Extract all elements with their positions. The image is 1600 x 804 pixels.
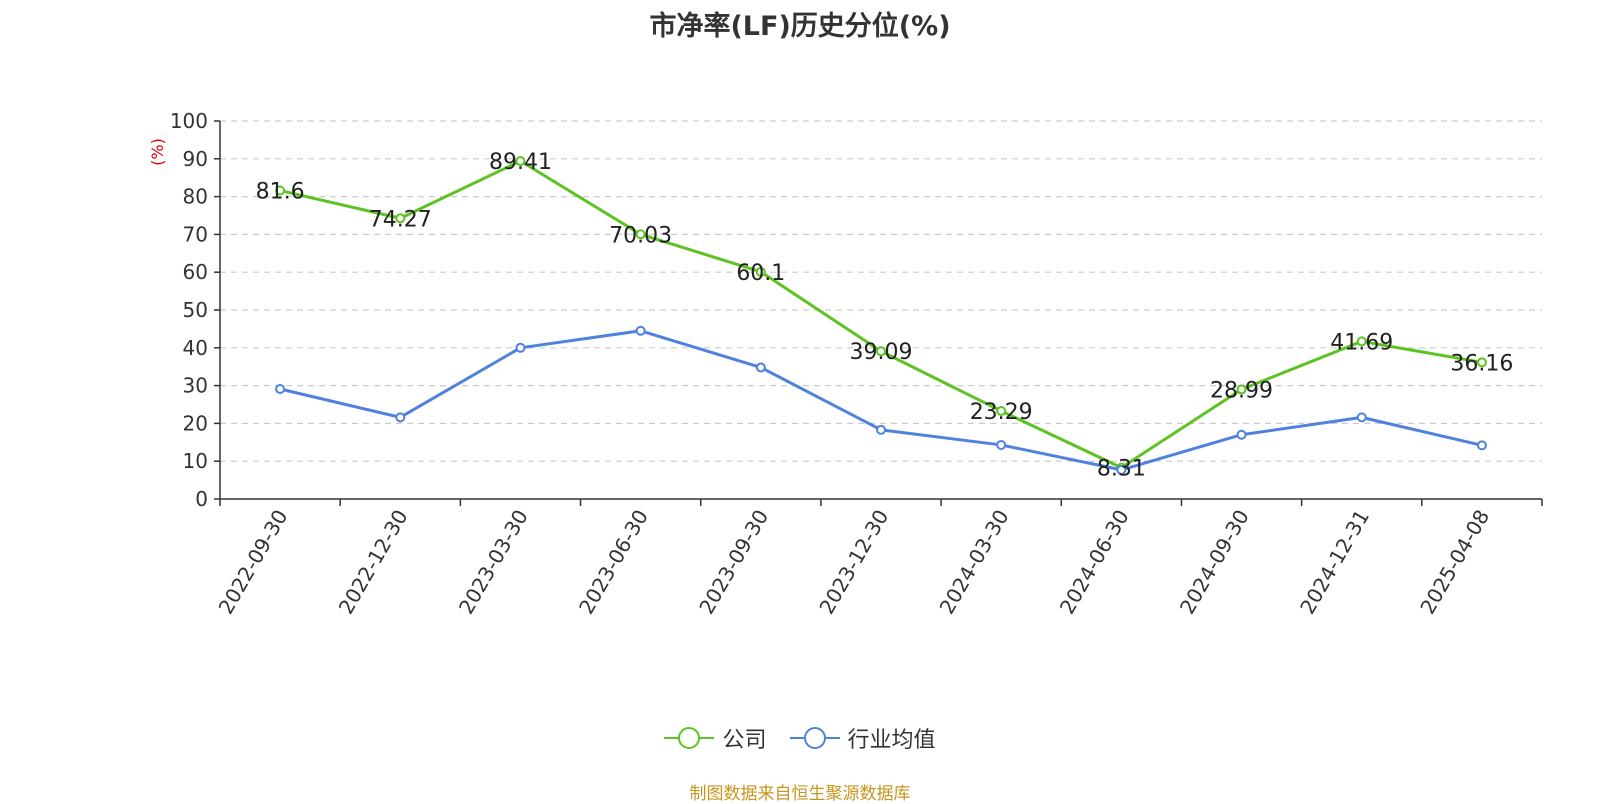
legend-line-circle-icon [664,727,715,749]
data-label: 89.41 [489,150,552,175]
legend-item-industry-avg[interactable]: 行业均值 [789,722,936,754]
data-point [996,439,1007,450]
y-tick-label: 70 [183,222,208,246]
x-tick-label: 2023-06-30 [574,506,653,619]
x-tick-label: 2024-09-30 [1175,506,1254,619]
data-label: 70.03 [609,223,672,248]
data-point [395,412,406,423]
x-tick-label: 2022-12-30 [334,505,413,618]
data-label: 39.09 [850,340,913,365]
x-tick-label: 2023-12-30 [814,506,893,619]
x-axis: 2022-09-30 2022-12-30 2023-03-30 2023-06-30… [214,498,1543,619]
y-tick-label: 60 [183,260,208,284]
data-point [755,362,766,373]
data-point [275,384,286,395]
x-tick-label: 2024-12-31 [1295,506,1374,619]
data-labels: 81.6 74.27 89.41 70.03 60.1 39.09 23.29 8.31 28.… [256,150,1514,482]
data-point [1476,357,1487,368]
data-point [635,325,646,336]
y-tick-label: 100 [170,109,208,133]
y-tick-label: 30 [183,374,208,398]
data-label: 23.29 [970,400,1033,425]
y-tick-label: 50 [183,298,208,322]
y-axis: 0 10 20 30 40 50 60 70 80 90 100 [170,109,221,511]
data-label: 60.1 [736,261,785,286]
data-point [1236,429,1247,440]
x-tick-label: 2022-09-30 [214,506,293,619]
data-label: 36.16 [1450,351,1513,376]
series-points [275,156,1487,475]
data-point [1236,384,1247,395]
data-point [1116,464,1127,475]
data-point [755,266,766,277]
data-point [996,405,1007,416]
y-axis-label: (%) [148,138,167,166]
data-point [515,342,526,353]
data-point [515,156,526,167]
legend-label-company: 公司 [722,728,767,753]
data-label: 8.31 [1097,457,1146,482]
data-point [1476,440,1487,451]
data-point [635,229,646,240]
x-tick-label: 2023-09-30 [694,506,773,619]
data-point [876,424,886,435]
data-label: 81.6 [256,180,305,205]
data-point [1356,412,1367,423]
data-label: 28.99 [1210,378,1273,403]
y-tick-label: 0 [195,487,208,511]
x-tick-label: 2023-03-30 [454,506,533,619]
legend-item-company[interactable]: 公司 [664,722,767,754]
legend-label-industry-avg: 行业均值 [847,728,936,753]
legend-line-circle-icon [789,727,840,749]
grid-lines [220,120,1542,462]
y-tick-label: 90 [183,147,208,171]
y-tick-label: 20 [183,411,208,435]
data-point [395,213,406,224]
legend: 公司 行业均值 [0,722,1600,756]
y-tick-label: 10 [183,449,208,473]
data-label: 41.69 [1330,330,1393,355]
data-point [1356,336,1367,347]
data-point [876,346,886,357]
data-label: 74.27 [369,207,432,232]
x-tick-label: 2024-06-30 [1055,506,1134,619]
x-tick-label: 2025-04-08 [1415,506,1494,619]
y-tick-label: 40 [183,336,208,360]
data-point [275,185,286,196]
series-line-0 [279,159,1483,470]
x-tick-label: 2024-03-30 [935,506,1014,619]
y-tick-label: 80 [183,185,208,209]
source-note: 制图数据来自恒生聚源数据库 [689,784,911,804]
chart-title: 市净率(LF)历史分位(%) [649,11,951,42]
